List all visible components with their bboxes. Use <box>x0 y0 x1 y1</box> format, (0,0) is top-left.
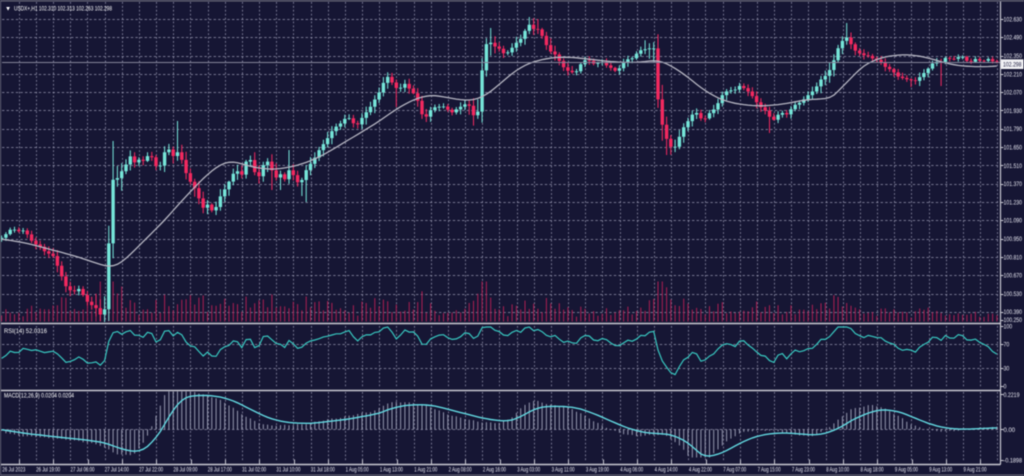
svg-text:7 Aug 15:00: 7 Aug 15:00 <box>758 467 781 474</box>
svg-text:102.630: 102.630 <box>1004 16 1023 23</box>
svg-text:9 Aug 05:00: 9 Aug 05:00 <box>895 467 918 474</box>
svg-text:100.670: 100.670 <box>1004 273 1023 280</box>
svg-text:100.390: 100.390 <box>1004 309 1023 316</box>
svg-text:0.2219: 0.2219 <box>1004 392 1020 399</box>
svg-text:7 Aug 23:00: 7 Aug 23:00 <box>792 467 815 474</box>
svg-text:101.090: 101.090 <box>1004 218 1023 225</box>
svg-text:100.810: 100.810 <box>1004 254 1023 261</box>
svg-text:27 Jul 22:00: 27 Jul 22:00 <box>139 467 163 474</box>
svg-text:▼: ▼ <box>5 5 11 12</box>
svg-text:101.370: 101.370 <box>1004 181 1023 188</box>
svg-text:4 Aug 22:00: 4 Aug 22:00 <box>689 467 712 474</box>
svg-text:1 Aug 05:00: 1 Aug 05:00 <box>346 467 369 474</box>
svg-text:8 Aug 10:00: 8 Aug 10:00 <box>826 467 849 474</box>
svg-text:0: 0 <box>1004 383 1007 390</box>
svg-text:7 Aug 07:00: 7 Aug 07:00 <box>723 467 746 474</box>
svg-text:1 Aug 21:00: 1 Aug 21:00 <box>414 467 437 474</box>
svg-text:101.230: 101.230 <box>1004 199 1023 206</box>
svg-text:102.070: 102.070 <box>1004 90 1023 97</box>
svg-text:MACD(12,26,9) 0.0204 0.0204: MACD(12,26,9) 0.0204 0.0204 <box>4 393 74 400</box>
svg-text:31 Jul 02:00: 31 Jul 02:00 <box>242 467 266 474</box>
svg-text:100: 100 <box>1004 323 1013 330</box>
svg-text:-0.1898: -0.1898 <box>1004 458 1023 465</box>
svg-text:USDX+,H1 102.310 102.313 102.2: USDX+,H1 102.310 102.313 102.263 102.298 <box>14 6 112 13</box>
svg-text:30: 30 <box>1004 365 1010 372</box>
svg-text:3 Aug 19:00: 3 Aug 19:00 <box>586 467 609 474</box>
svg-text:102.210: 102.210 <box>1004 71 1023 78</box>
svg-text:26 Jul 19:00: 26 Jul 19:00 <box>36 467 60 474</box>
svg-text:101.790: 101.790 <box>1004 126 1023 133</box>
svg-text:31 Jul 18:00: 31 Jul 18:00 <box>311 467 335 474</box>
svg-text:28 Jul 09:00: 28 Jul 09:00 <box>173 467 197 474</box>
svg-text:27 Jul 06:00: 27 Jul 06:00 <box>71 467 95 474</box>
svg-text:100.530: 100.530 <box>1004 291 1023 298</box>
svg-text:101.510: 101.510 <box>1004 163 1023 170</box>
svg-text:28 Jul 17:00: 28 Jul 17:00 <box>208 467 232 474</box>
svg-text:0.00: 0.00 <box>1004 427 1016 434</box>
svg-text:101.650: 101.650 <box>1004 145 1023 152</box>
svg-text:9 Aug 13:00: 9 Aug 13:00 <box>929 467 952 474</box>
svg-text:4 Aug 06:00: 4 Aug 06:00 <box>620 467 643 474</box>
svg-text:4 Aug 14:00: 4 Aug 14:00 <box>655 467 678 474</box>
svg-text:100.950: 100.950 <box>1004 236 1023 243</box>
svg-text:101.930: 101.930 <box>1004 108 1023 115</box>
svg-text:100.250: 100.250 <box>1004 317 1023 324</box>
svg-text:102.298: 102.298 <box>1003 62 1022 69</box>
svg-text:3 Aug 11:00: 3 Aug 11:00 <box>552 467 575 474</box>
svg-text:102.490: 102.490 <box>1004 35 1023 42</box>
svg-text:102.350: 102.350 <box>1004 53 1023 60</box>
svg-text:RSI(14) 52.0316: RSI(14) 52.0316 <box>4 328 47 335</box>
svg-text:9 Aug 21:00: 9 Aug 21:00 <box>964 467 987 474</box>
svg-text:2 Aug 16:00: 2 Aug 16:00 <box>483 467 506 474</box>
svg-text:2 Aug 08:00: 2 Aug 08:00 <box>449 467 472 474</box>
svg-text:26 Jul 2023: 26 Jul 2023 <box>2 467 25 474</box>
svg-text:8 Aug 18:00: 8 Aug 18:00 <box>861 467 884 474</box>
svg-text:31 Jul 10:00: 31 Jul 10:00 <box>276 467 300 474</box>
svg-text:3 Aug 03:00: 3 Aug 03:00 <box>517 467 540 474</box>
svg-text:70: 70 <box>1004 341 1010 348</box>
svg-text:27 Jul 14:00: 27 Jul 14:00 <box>105 467 129 474</box>
svg-text:1 Aug 13:00: 1 Aug 13:00 <box>380 467 403 474</box>
